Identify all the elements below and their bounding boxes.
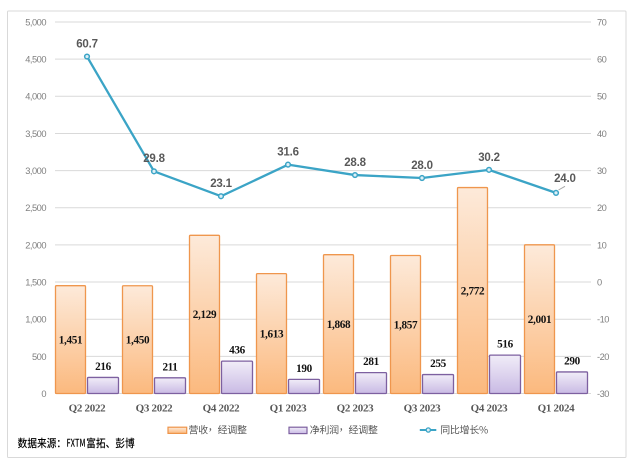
svg-text:Q2 2023: Q2 2023 <box>337 403 375 415</box>
svg-text:0: 0 <box>41 389 46 399</box>
svg-text:2,129: 2,129 <box>193 309 217 321</box>
svg-text:1,868: 1,868 <box>327 319 351 331</box>
svg-text:281: 281 <box>363 356 379 368</box>
svg-text:70: 70 <box>597 17 607 27</box>
svg-text:30.2: 30.2 <box>478 152 500 164</box>
svg-text:23.1: 23.1 <box>210 178 232 190</box>
svg-text:1,857: 1,857 <box>394 319 418 331</box>
svg-text:290: 290 <box>564 355 580 367</box>
svg-text:Q3 2022: Q3 2022 <box>136 403 174 415</box>
svg-text:31.6: 31.6 <box>277 147 299 159</box>
svg-text:Q1 2023: Q1 2023 <box>270 403 308 415</box>
svg-text:50: 50 <box>597 92 607 102</box>
svg-text:28.0: 28.0 <box>411 160 433 172</box>
svg-text:60.7: 60.7 <box>76 38 98 50</box>
svg-text:0: 0 <box>597 277 602 287</box>
svg-text:20: 20 <box>597 203 607 213</box>
svg-text:Q4 2023: Q4 2023 <box>471 403 509 415</box>
svg-text:516: 516 <box>497 339 513 351</box>
svg-text:3,000: 3,000 <box>25 166 46 176</box>
svg-text:Q3 2023: Q3 2023 <box>404 403 442 415</box>
svg-text:1,613: 1,613 <box>260 328 284 340</box>
svg-text:190: 190 <box>296 363 312 375</box>
svg-text:1,451: 1,451 <box>59 334 83 346</box>
svg-text:1,500: 1,500 <box>25 277 46 287</box>
svg-text:2,772: 2,772 <box>461 285 485 297</box>
svg-text:2,001: 2,001 <box>528 314 552 326</box>
svg-text:Q4 2022: Q4 2022 <box>203 403 241 415</box>
svg-text:216: 216 <box>95 361 111 373</box>
svg-text:10: 10 <box>597 240 607 250</box>
svg-text:40: 40 <box>597 129 607 139</box>
svg-text:29.8: 29.8 <box>143 153 165 165</box>
svg-text:500: 500 <box>32 352 46 362</box>
svg-text:-10: -10 <box>597 315 609 325</box>
svg-text:-30: -30 <box>597 389 609 399</box>
svg-text:24.0: 24.0 <box>554 173 576 185</box>
svg-text:60: 60 <box>597 55 607 65</box>
svg-text:1,000: 1,000 <box>25 315 46 325</box>
svg-text:3,500: 3,500 <box>25 129 46 139</box>
svg-text:4,500: 4,500 <box>25 55 46 65</box>
svg-text:Q2 2022: Q2 2022 <box>69 403 107 415</box>
svg-text:30: 30 <box>597 166 607 176</box>
svg-text:Q1 2024: Q1 2024 <box>538 403 576 415</box>
svg-text:28.8: 28.8 <box>344 157 366 169</box>
svg-text:211: 211 <box>162 361 178 373</box>
svg-text:1,450: 1,450 <box>126 334 150 346</box>
svg-text:-20: -20 <box>597 352 609 362</box>
svg-text:255: 255 <box>430 358 446 370</box>
svg-text:4,000: 4,000 <box>25 92 46 102</box>
svg-text:5,000: 5,000 <box>25 17 46 27</box>
svg-text:436: 436 <box>229 345 245 357</box>
svg-text:2,000: 2,000 <box>25 240 46 250</box>
svg-text:2,500: 2,500 <box>25 203 46 213</box>
